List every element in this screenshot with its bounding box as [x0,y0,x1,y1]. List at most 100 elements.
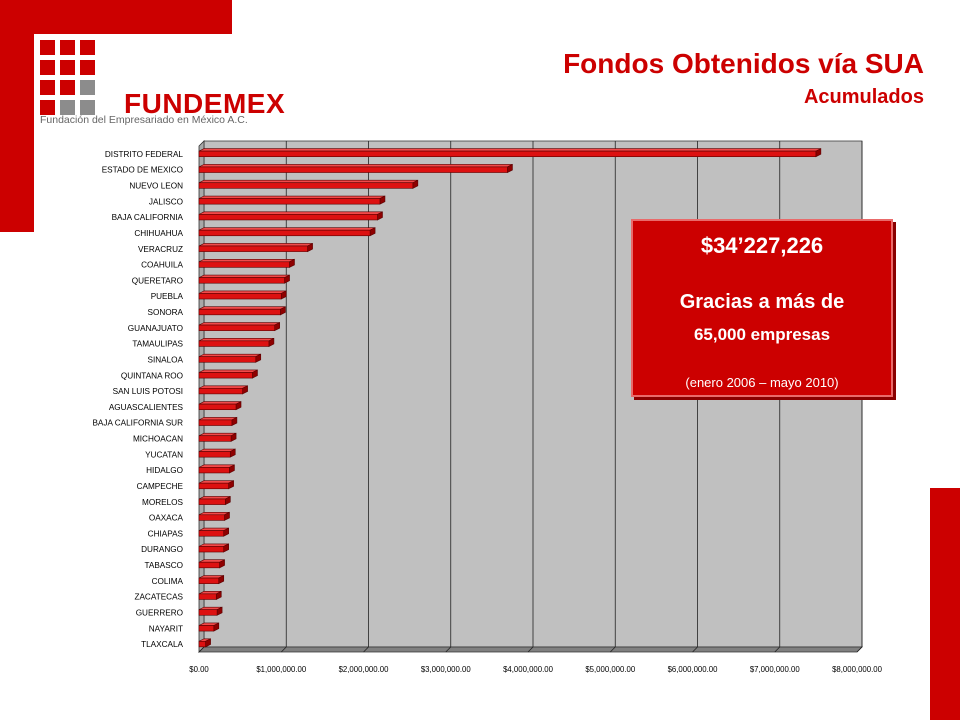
category-label: TLAXCALA [141,640,183,649]
x-tick-label: $3,000,000.00 [421,665,472,674]
category-label: SINALOA [148,355,184,364]
bar [198,245,308,252]
bar-top [198,464,235,468]
x-tick-label: $8,000,000.00 [832,665,883,674]
bar-top [198,432,237,437]
category-label: CHIAPAS [148,529,184,538]
logo-square [80,40,95,55]
bar [198,561,220,569]
logo-square [80,100,95,115]
bar [198,356,257,363]
gridline-floor [856,646,863,653]
bar [198,530,224,537]
x-tick-label: $0.00 [189,665,209,674]
corner-decoration-mask-right [732,690,930,720]
bar [198,467,230,474]
bar [198,214,378,221]
logo-tagline: Fundación del Empresariado en México A.C… [40,114,248,126]
bar-top [198,195,386,199]
x-tick-label: $5,000,000.00 [585,665,636,674]
logo-square [40,80,55,95]
category-label: COLIMA [152,577,184,586]
total-callout: $34’227,226 Gracias a más de 65,000 empr… [631,219,893,397]
x-tick-label: $7,000,000.00 [750,665,801,674]
bar-top [198,385,248,389]
bar-top [198,448,236,452]
callout-companies: 65,000 empresas [693,325,831,344]
bar-top [198,243,313,247]
category-label: NUEVO LEON [129,182,183,191]
category-label: PUEBLA [151,292,184,301]
category-label: HIDALGO [146,466,183,475]
category-label: OAXACA [149,514,184,523]
bar-top [198,258,295,263]
bar [198,514,225,521]
bar [198,150,817,158]
bar [198,372,253,379]
category-label: DURANGO [141,545,183,554]
gridline-floor [280,646,287,653]
x-tick-label: $1,000,000.00 [256,665,307,674]
bar [198,577,220,584]
bar [198,546,224,553]
logo-square [40,40,55,55]
bar-top [198,401,242,405]
bar [198,609,218,616]
bar [198,498,226,505]
bar [198,229,371,237]
category-label: BAJA CALIFORNIA SUR [92,419,183,428]
category-label: JALISCO [149,197,183,206]
category-label: GUANAJUATO [128,324,183,333]
category-label: VERACRUZ [138,245,183,254]
bar [198,435,232,442]
bar-top [198,322,280,326]
bar-top [198,211,383,215]
logo-square [80,60,95,75]
bar [198,593,217,600]
gridline-floor [527,646,534,653]
logo-wordmark: FUNDEMEX [124,88,286,119]
category-label: TABASCO [144,561,183,570]
corner-decoration-bottom-right [930,488,960,720]
category-label: SONORA [148,308,184,317]
category-label: SAN LUIS POTOSI [113,387,183,396]
bar [198,451,231,458]
logo-square [60,100,75,115]
category-label: DISTRITO FEDERAL [105,150,184,159]
category-label: TAMAULIPAS [132,340,183,349]
category-label: ZACATECAS [134,593,183,602]
callout-amount: $34’227,226 [700,233,824,258]
bar-top [198,306,286,310]
category-label: COAHUILA [141,261,183,270]
x-tick-label: $6,000,000.00 [668,665,719,674]
bar [198,625,215,632]
gridline-floor [692,646,698,653]
bar [198,182,414,189]
callout-period: (enero 2006 – mayo 2010) [685,375,839,390]
category-label: GUERRERO [136,608,183,617]
bar-top [198,480,234,484]
bar [198,308,281,316]
bar-top [198,338,275,342]
bar [198,340,270,347]
bar [198,419,233,426]
bar [198,482,229,490]
bar [198,261,290,268]
category-label: BAJA CALIFORNIA [112,213,184,222]
gridline-floor [363,646,369,653]
category-label: QUINTANA ROO [121,371,183,380]
logo-square [80,80,95,95]
category-label: YUCATAN [145,450,183,459]
callout-thanks: Gracias a más de [679,291,845,313]
bar-top [198,290,287,294]
gridline-floor [774,646,781,653]
gridline-floor [609,646,616,653]
bar-top [198,369,258,373]
bar-top [198,417,238,421]
logo-square [40,100,55,115]
page-subtitle: Acumulados [803,86,924,108]
bar-top [198,227,376,231]
bar-top [198,353,261,357]
category-label: QUERETARO [132,276,183,285]
category-label: CHIHUAHUA [134,229,183,238]
